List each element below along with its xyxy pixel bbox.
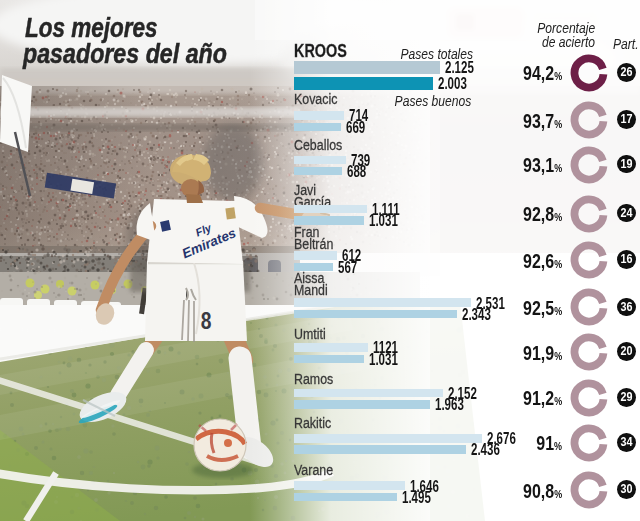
svg-text:8: 8 <box>201 308 212 334</box>
